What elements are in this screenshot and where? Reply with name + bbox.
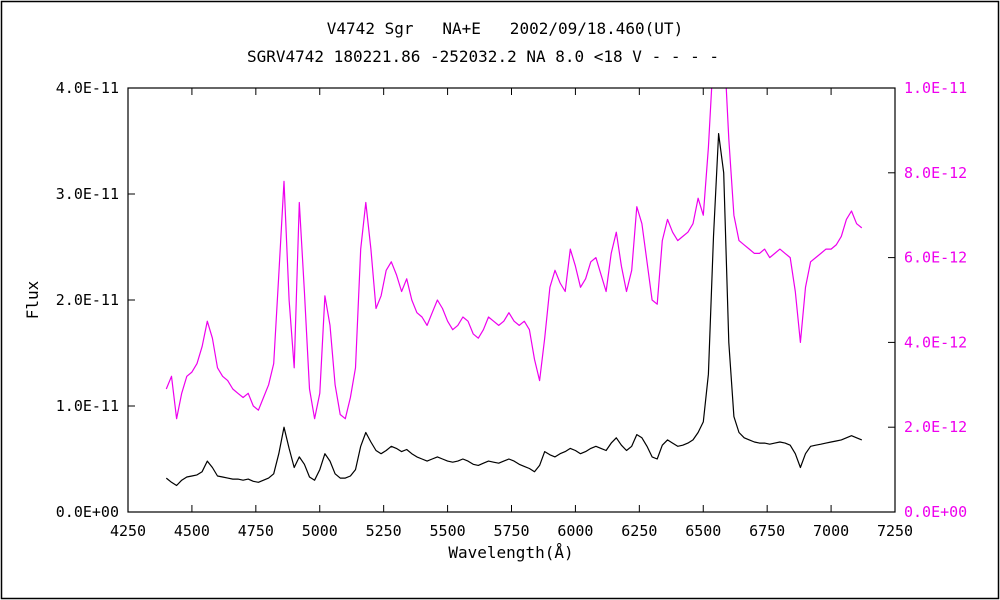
spectrum-magenta-right-axis-line [165,88,863,420]
x-tick-label: 5250 [366,522,402,540]
x-tick-label: 6500 [685,522,721,540]
x-tick-label: 6750 [749,522,785,540]
right-tick-label: 8.0E-12 [904,164,967,182]
x-tick-label: 4250 [110,522,146,540]
chart-subtitle: SGRV4742 180221.86 -252032.2 NA 8.0 <18 … [247,47,719,66]
x-tick-label: 4500 [174,522,210,540]
x-tick-label: 5000 [302,522,338,540]
left-tick-label: 0.0E+00 [56,503,119,521]
x-tick-label: 7000 [813,522,849,540]
right-tick-label: 0.0E+00 [904,503,967,521]
x-axis-label: Wavelength(Å) [448,543,573,562]
x-tick-label: 4750 [238,522,274,540]
plot-area: 4250 4500 4750 5000 5250 5500 5750 6000 6250 6500… [56,79,967,540]
right-tick-label: 2.0E-12 [904,418,967,436]
left-tick-label: 1.0E-11 [56,397,119,415]
left-tick-label: 2.0E-11 [56,291,119,309]
spectrum-black-left-axis-line [165,133,863,487]
plot-border [127,87,896,513]
right-tick-label: 1.0E-11 [904,79,967,97]
left-tick-label: 3.0E-11 [56,185,119,203]
x-tick-label: 7250 [877,522,913,540]
x-tick-label: 5750 [493,522,529,540]
left-tick-label: 4.0E-11 [56,79,119,97]
chart-title: V4742 Sgr NA+E 2002/09/18.460(UT) [327,19,683,38]
y-axis-label: Flux [23,280,42,319]
right-tick-label: 6.0E-12 [904,249,967,267]
x-tick-label: 5500 [430,522,466,540]
x-tick-label: 6000 [557,522,593,540]
x-tick-label: 6250 [621,522,657,540]
right-tick-label: 4.0E-12 [904,333,967,351]
